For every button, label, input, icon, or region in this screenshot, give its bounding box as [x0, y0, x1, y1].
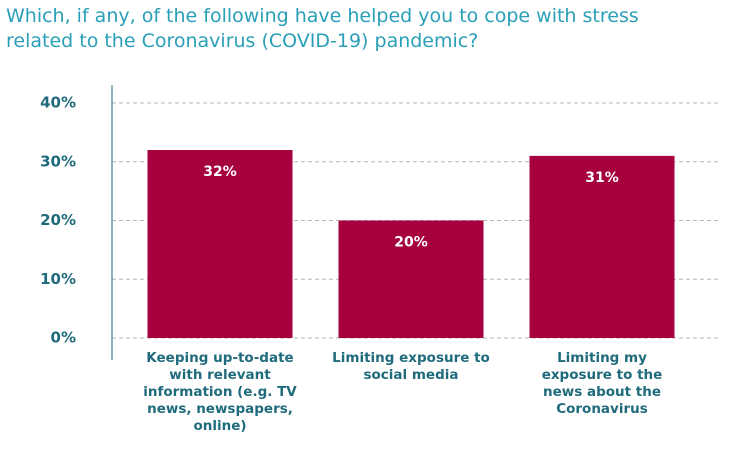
value-label: 20% [394, 235, 428, 251]
bar [338, 220, 484, 338]
chart-title: Which, if any, of the following have hel… [6, 5, 639, 52]
y-tick-label: 10% [40, 270, 76, 288]
bar [529, 155, 675, 338]
value-label: 31% [585, 170, 619, 186]
x-tick-label: Keeping up-to-date with relevant informa… [143, 350, 297, 434]
x-tick-label: Limiting exposure to social media [332, 350, 490, 383]
value-label: 32% [203, 164, 237, 180]
y-tick-label: 20% [40, 211, 76, 229]
y-tick-label: 0% [51, 329, 76, 347]
x-tick-label: Limiting my exposure to the news about t… [541, 350, 663, 417]
y-tick-label: 30% [40, 152, 76, 170]
bar [147, 150, 293, 338]
y-tick-label: 40% [40, 94, 76, 112]
